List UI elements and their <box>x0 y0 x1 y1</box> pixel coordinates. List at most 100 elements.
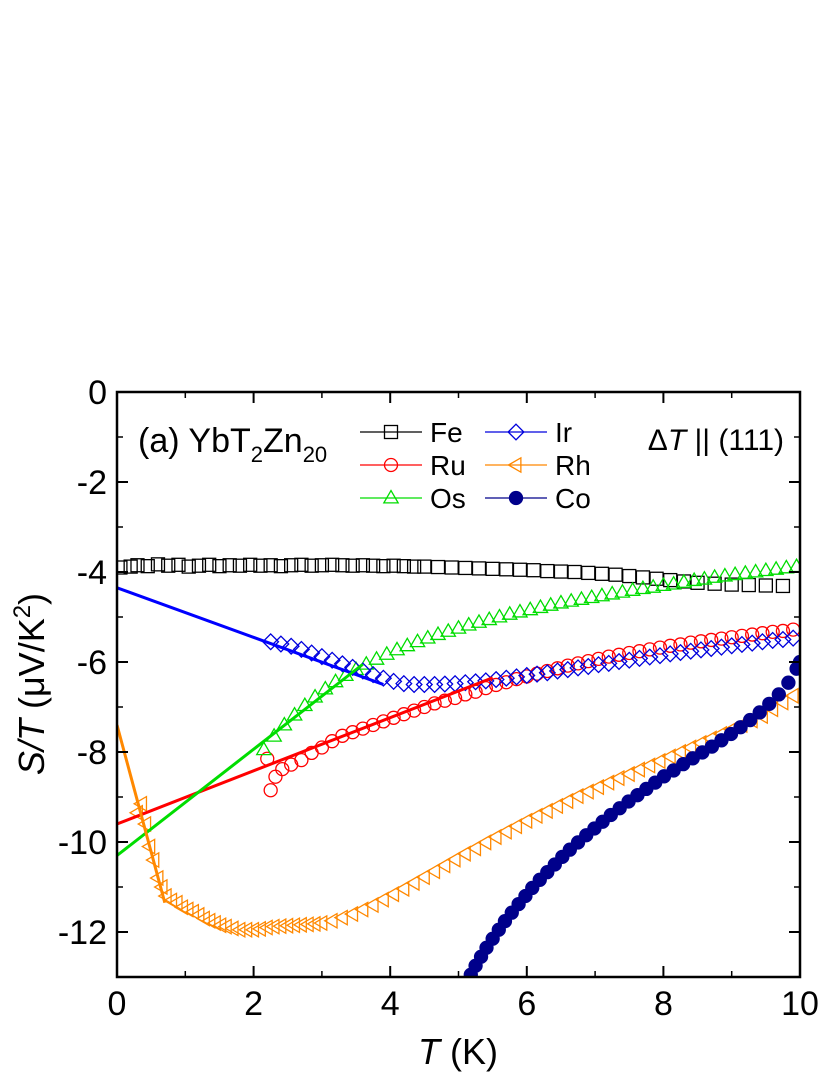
data-point <box>671 743 686 761</box>
data-point <box>284 558 299 573</box>
legend-label: Ru <box>430 450 466 481</box>
data-point <box>487 828 502 846</box>
data-point <box>224 920 239 937</box>
data-point <box>237 921 253 939</box>
fit-line <box>117 663 364 857</box>
y-tick-label: -10 <box>58 824 107 862</box>
data-point <box>263 558 278 573</box>
plot-marks <box>117 557 800 977</box>
data-point <box>589 778 605 796</box>
data-point <box>663 572 678 588</box>
fit-line <box>117 586 384 686</box>
data-point <box>425 862 441 880</box>
data-point <box>712 638 731 656</box>
data-point <box>774 630 792 649</box>
data-point <box>265 918 280 935</box>
data-point <box>630 649 649 668</box>
x-tick-label: 4 <box>381 985 400 1023</box>
data-point <box>611 647 627 662</box>
data-point <box>624 581 641 596</box>
data-point <box>470 613 488 628</box>
data-point <box>171 557 186 572</box>
data-point <box>292 916 307 934</box>
legend-marker <box>382 489 400 504</box>
data-point <box>722 637 741 655</box>
data-point <box>671 643 690 662</box>
data-point <box>365 717 381 733</box>
data-point <box>745 627 760 642</box>
data-point <box>343 905 359 923</box>
data-point <box>716 567 734 582</box>
data-point <box>456 673 475 692</box>
data-point <box>610 652 628 671</box>
data-point <box>140 559 155 574</box>
data-point <box>335 558 350 573</box>
x-tick-label: 2 <box>244 985 263 1023</box>
legend-entry-fe: Fe <box>360 417 463 448</box>
data-point <box>202 557 217 572</box>
data-point <box>569 787 584 805</box>
data-point <box>244 921 260 939</box>
series-ir <box>261 629 800 694</box>
data-point <box>747 563 764 578</box>
data-point <box>430 559 446 575</box>
data-point <box>491 608 508 623</box>
data-point <box>665 575 682 590</box>
data-point <box>552 594 570 609</box>
data-point <box>275 761 290 777</box>
data-point <box>685 571 703 587</box>
data-point <box>542 596 559 611</box>
data-point <box>734 628 750 644</box>
data-point <box>589 655 608 674</box>
data-point <box>436 675 454 693</box>
data-point <box>682 642 700 660</box>
data-point <box>559 660 577 679</box>
y-tick-label: -2 <box>77 464 107 502</box>
data-point <box>642 642 657 657</box>
data-point <box>603 585 621 600</box>
data-point <box>355 558 371 573</box>
data-point <box>232 558 248 573</box>
data-point <box>480 610 498 626</box>
data-point <box>304 558 319 573</box>
legend-entry-co: Co <box>485 483 591 514</box>
data-point <box>253 558 268 573</box>
data-point <box>690 575 705 590</box>
data-point <box>681 739 697 756</box>
data-point <box>758 578 773 593</box>
data-point <box>272 917 287 935</box>
data-point <box>753 633 772 651</box>
data-point <box>446 851 461 868</box>
data-point <box>419 629 437 644</box>
data-point <box>466 840 482 857</box>
data-point <box>538 664 557 682</box>
data-point <box>255 740 273 756</box>
data-point <box>765 624 780 639</box>
data-point <box>273 559 289 574</box>
data-point <box>212 559 227 574</box>
data-point <box>521 601 539 616</box>
fit-line <box>117 676 494 826</box>
data-point <box>477 834 492 851</box>
data-point <box>161 558 176 573</box>
data-point <box>553 564 569 579</box>
data-point <box>323 651 341 669</box>
data-point <box>726 565 744 581</box>
data-point <box>593 587 611 602</box>
data-point <box>652 640 668 655</box>
data-point <box>763 631 782 650</box>
data-point <box>723 726 739 742</box>
data-point <box>384 672 403 691</box>
data-point <box>775 578 791 594</box>
series-os <box>255 557 800 756</box>
data-point <box>526 563 541 578</box>
legend-marker <box>507 456 522 474</box>
data-point <box>724 577 739 592</box>
data-point <box>511 603 529 618</box>
data-point <box>518 666 536 685</box>
data-point <box>395 880 410 898</box>
data-point <box>206 914 221 932</box>
data-point <box>406 559 422 574</box>
data-point <box>466 673 485 691</box>
